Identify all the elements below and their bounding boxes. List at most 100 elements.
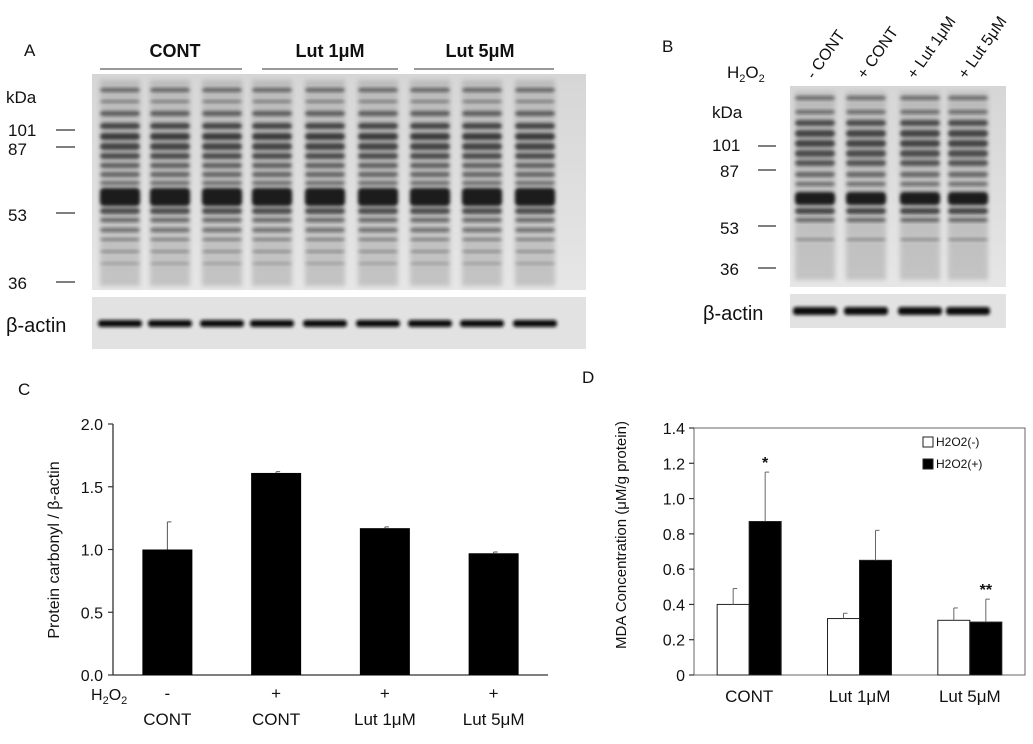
protein-band <box>150 188 190 206</box>
protein-band <box>150 123 190 129</box>
legend-label: H2O2(+) <box>936 457 982 471</box>
protein-band <box>358 100 398 103</box>
protein-band <box>252 111 292 116</box>
h2o2-sign: - <box>165 684 171 703</box>
protein-band <box>410 208 450 214</box>
y-tick-label: 1.4 <box>663 421 685 438</box>
actin-band <box>408 320 452 327</box>
protein-band <box>252 181 292 185</box>
actin-band <box>148 320 192 327</box>
protein-band <box>358 238 398 241</box>
protein-band <box>795 192 835 205</box>
protein-band <box>252 163 292 168</box>
x-category-label: CONT <box>725 687 773 706</box>
protein-band <box>252 250 292 253</box>
protein-band <box>202 123 242 129</box>
protein-band <box>515 218 555 222</box>
protein-band <box>150 250 190 253</box>
bar <box>142 549 193 675</box>
protein-band <box>948 110 988 114</box>
protein-band <box>846 160 886 166</box>
protein-band <box>900 120 940 126</box>
protein-band <box>795 110 835 114</box>
actin-band <box>98 320 142 327</box>
actin-band <box>460 320 504 327</box>
protein-band <box>150 100 190 103</box>
protein-band <box>846 182 886 186</box>
protein-band <box>462 228 502 232</box>
protein-band <box>150 228 190 232</box>
x-category-label: Lut 1μM <box>829 687 891 706</box>
protein-band <box>462 172 502 177</box>
protein-band <box>252 143 292 150</box>
protein-band <box>948 120 988 126</box>
protein-band <box>846 140 886 147</box>
protein-band <box>948 182 988 186</box>
protein-band <box>846 172 886 177</box>
actin-band <box>200 320 244 327</box>
y-tick-label: 1.0 <box>663 492 685 509</box>
protein-band <box>252 153 292 159</box>
loading-control-label: β-actin <box>703 303 763 325</box>
protein-band <box>358 111 398 116</box>
protein-band <box>515 208 555 214</box>
protein-band <box>515 100 555 103</box>
marker-label: 53 <box>720 219 739 238</box>
protein-band <box>150 133 190 140</box>
protein-band <box>410 250 450 253</box>
panel-a-letter: A <box>24 41 36 60</box>
protein-band <box>100 228 140 232</box>
protein-band <box>100 172 140 177</box>
protein-band <box>795 140 835 147</box>
protein-band <box>515 111 555 116</box>
protein-band <box>100 133 140 140</box>
panel-a-group-label: Lut 1μM <box>295 41 364 61</box>
protein-band <box>150 88 190 92</box>
y-axis-title: Protein carbonyl / β-actin <box>46 461 63 638</box>
protein-band <box>100 153 140 159</box>
protein-band <box>462 153 502 159</box>
protein-band <box>150 172 190 177</box>
panel-d-letter: D <box>582 368 594 387</box>
protein-band <box>515 262 555 265</box>
protein-band <box>410 123 450 129</box>
protein-band <box>358 228 398 232</box>
protein-band <box>252 123 292 129</box>
protein-band <box>202 250 242 253</box>
protein-band <box>358 262 398 265</box>
protein-band <box>305 228 345 232</box>
y-tick-label: 0.6 <box>663 562 685 579</box>
protein-band <box>515 250 555 253</box>
protein-band <box>795 120 835 126</box>
protein-band <box>948 140 988 147</box>
chart-d: 0 0.2 0.4 0.6 0.8 1.0 1.2 1.4 * CONT Lut 1μM ** Lut … <box>663 421 1026 706</box>
protein-band <box>150 153 190 159</box>
protein-band <box>410 188 450 206</box>
protein-band <box>900 110 940 114</box>
protein-band <box>846 120 886 126</box>
actin-bands-a <box>98 320 557 327</box>
protein-band <box>100 250 140 253</box>
protein-band <box>795 182 835 186</box>
protein-band <box>410 218 450 222</box>
protein-band <box>846 130 886 137</box>
protein-band <box>150 111 190 116</box>
blot-lanes-b <box>795 92 988 280</box>
chart-c: 0.0 0.5 1.0 1.5 2.0 H2O2 - CONT + CONT + Lut 1μM + Lu… <box>81 417 548 729</box>
marker-label: 87 <box>720 162 739 181</box>
protein-band <box>150 143 190 150</box>
protein-band <box>305 100 345 103</box>
panel-a: A CONT Lut 1μM Lut 5μM kDa 101 87 53 36 … <box>6 41 586 349</box>
protein-band <box>100 123 140 129</box>
marker-label: 87 <box>8 140 27 159</box>
protein-band <box>202 88 242 92</box>
protein-band <box>410 238 450 241</box>
protein-band <box>202 228 242 232</box>
protein-band <box>202 208 242 214</box>
y-tick-label: 1.5 <box>81 480 103 497</box>
h2o2-row-label: H2O2 <box>91 687 127 707</box>
protein-band <box>900 218 940 222</box>
x-category-label: Lut 5μM <box>939 687 1001 706</box>
protein-band <box>795 218 835 222</box>
protein-band <box>358 163 398 168</box>
